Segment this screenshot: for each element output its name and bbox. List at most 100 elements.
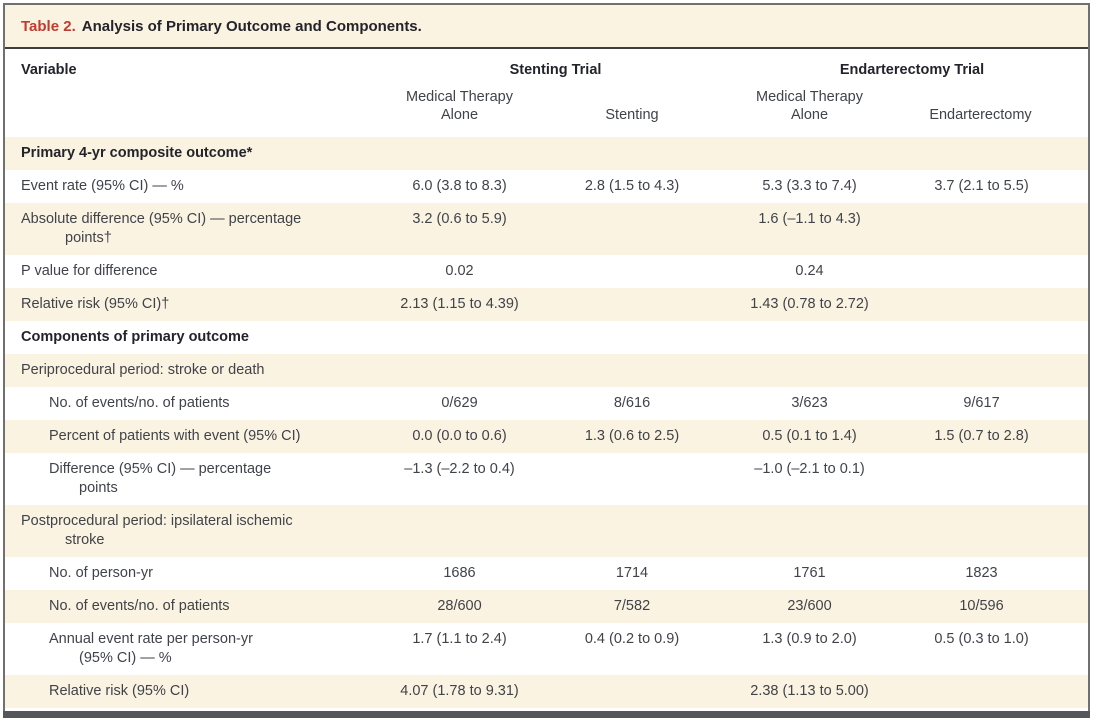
cell-value: 10/596	[959, 598, 1004, 614]
cell-value	[556, 675, 708, 708]
cell-value: 1.3 (0.9 to 2.0)	[762, 631, 857, 647]
row-label: Postprocedural period: ipsilateral ische…	[21, 513, 293, 548]
table-row: Event rate (95% CI) — % 6.0 (3.8 to 8.3)…	[5, 170, 1088, 203]
cell-value	[556, 288, 708, 321]
cell-value: 3/623	[791, 395, 828, 411]
cell-value: 2.38 (1.13 to 5.00)	[750, 683, 869, 699]
row-label: Event rate (95% CI) — %	[21, 178, 184, 194]
cell-value	[556, 453, 708, 505]
cell-value: 0/629	[441, 395, 478, 411]
table-row: No. of events/no. of patients 28/600 7/5…	[5, 590, 1088, 623]
row-label: Primary 4-yr composite outcome*	[21, 145, 253, 161]
group-header-row: Variable Stenting Trial Endarterectomy T…	[5, 49, 1088, 137]
column-header-endarterectomy: Endarterectomy	[911, 84, 1088, 137]
outcomes-table: Variable Stenting Trial Endarterectomy T…	[5, 49, 1088, 708]
cell-value: 1714	[615, 565, 649, 581]
cell-value	[708, 505, 911, 557]
table-number: Table 2.	[21, 18, 76, 35]
cell-value	[911, 137, 1088, 170]
cell-value: 1.7 (1.1 to 2.4)	[412, 631, 507, 647]
row-label: Annual event rate per person-yr (95% CI)…	[49, 631, 253, 666]
cell-value	[911, 203, 1088, 255]
cell-value	[708, 321, 911, 354]
cell-value: 0.02	[445, 263, 474, 279]
cell-value	[911, 675, 1088, 708]
cell-value	[911, 321, 1088, 354]
cell-value: 1.6 (–1.1 to 4.3)	[758, 211, 861, 227]
row-label: No. of person-yr	[49, 565, 153, 581]
column-group-endarterectomy-trial: Endarterectomy Trial	[708, 49, 1088, 84]
cell-value	[708, 354, 911, 387]
column-group-stenting-trial: Stenting Trial	[363, 49, 708, 84]
table-body: Primary 4-yr composite outcome* Event ra…	[5, 137, 1088, 708]
cell-value: 8/616	[613, 395, 651, 411]
table-title: Table 2. Analysis of Primary Outcome and …	[5, 5, 1088, 49]
cell-value: 1761	[793, 565, 826, 581]
cell-value: 4.07 (1.78 to 9.31)	[400, 683, 519, 699]
row-label: Periprocedural period: stroke or death	[21, 362, 265, 378]
cell-value	[556, 321, 708, 354]
cell-value	[556, 505, 708, 557]
table-header: Variable Stenting Trial Endarterectomy T…	[5, 49, 1088, 137]
cell-value: 0.0 (0.0 to 0.6)	[412, 428, 507, 444]
cell-value: –1.3 (–2.2 to 0.4)	[404, 461, 515, 477]
cell-value: 28/600	[437, 598, 482, 614]
table-row: Postprocedural period: ipsilateral ische…	[5, 505, 1088, 557]
row-label: Relative risk (95% CI)†	[21, 296, 170, 312]
table-title-text: Analysis of Primary Outcome and Componen…	[81, 18, 422, 35]
cell-value	[556, 354, 708, 387]
table-row: Difference (95% CI) — percentage points …	[5, 453, 1088, 505]
cell-value: –1.0 (–2.1 to 0.1)	[754, 461, 865, 477]
cell-value	[911, 288, 1088, 321]
row-label: No. of events/no. of patients	[49, 598, 230, 614]
cell-value: 3.2 (0.6 to 5.9)	[412, 211, 507, 227]
cell-value: 3.7 (2.1 to 5.5)	[934, 178, 1029, 194]
cell-value	[911, 453, 1088, 505]
table-row: Annual event rate per person-yr (95% CI)…	[5, 623, 1088, 675]
row-label: Components of primary outcome	[21, 329, 249, 345]
table-row: Relative risk (95% CI)† 2.13 (1.15 to 4.…	[5, 288, 1088, 321]
cell-value	[363, 137, 556, 170]
cell-value	[911, 354, 1088, 387]
cell-value	[911, 255, 1088, 288]
row-label: P value for difference	[21, 263, 158, 279]
table-row: No. of person-yr 1686 1714 1761 1823	[5, 557, 1088, 590]
cell-value: 9/617	[963, 395, 1000, 411]
table-bottom-rule	[3, 711, 1090, 718]
row-label: Percent of patients with event (95% CI)	[49, 428, 301, 444]
cell-value: 0.5 (0.1 to 1.4)	[762, 428, 857, 444]
table-frame: Table 2. Analysis of Primary Outcome and …	[3, 3, 1090, 718]
cell-value	[363, 505, 556, 557]
cell-value	[556, 255, 708, 288]
table-row: P value for difference 0.02 0.24	[5, 255, 1088, 288]
cell-value: 7/582	[613, 598, 651, 614]
table-row: Absolute difference (95% CI) — percentag…	[5, 203, 1088, 255]
cell-value: 0.4 (0.2 to 0.9)	[584, 631, 680, 647]
cell-value: 0.5 (0.3 to 1.0)	[934, 631, 1029, 647]
row-label: Difference (95% CI) — percentage points	[49, 461, 272, 496]
sub-header-row: Medical Therapy Alone Stenting Medical T…	[5, 84, 1088, 137]
cell-value	[708, 137, 911, 170]
cell-value: 2.13 (1.15 to 4.39)	[400, 296, 519, 312]
table-row: No. of events/no. of patients 0/629 8/61…	[5, 387, 1088, 420]
cell-value: 23/600	[787, 598, 832, 614]
table-row: Periprocedural period: stroke or death	[5, 354, 1088, 387]
cell-value: 1686	[443, 565, 476, 581]
cell-value: 1.43 (0.78 to 2.72)	[750, 296, 869, 312]
cell-value	[556, 137, 708, 170]
column-header-medical-therapy-stenting-trial: Medical Therapy Alone	[363, 84, 556, 137]
cell-value: 6.0 (3.8 to 8.3)	[412, 178, 507, 194]
cell-value	[556, 203, 708, 255]
table-row: Percent of patients with event (95% CI) …	[5, 420, 1088, 453]
section-row: Components of primary outcome	[5, 321, 1088, 354]
column-header-variable: Variable	[5, 49, 363, 137]
cell-value	[911, 505, 1088, 557]
cell-value: 1823	[965, 565, 998, 581]
column-header-stenting: Stenting	[556, 84, 708, 137]
table-row: Relative risk (95% CI) 4.07 (1.78 to 9.3…	[5, 675, 1088, 708]
cell-value	[363, 354, 556, 387]
section-row: Primary 4-yr composite outcome*	[5, 137, 1088, 170]
cell-value: 5.3 (3.3 to 7.4)	[762, 178, 857, 194]
row-label: No. of events/no. of patients	[49, 395, 230, 411]
